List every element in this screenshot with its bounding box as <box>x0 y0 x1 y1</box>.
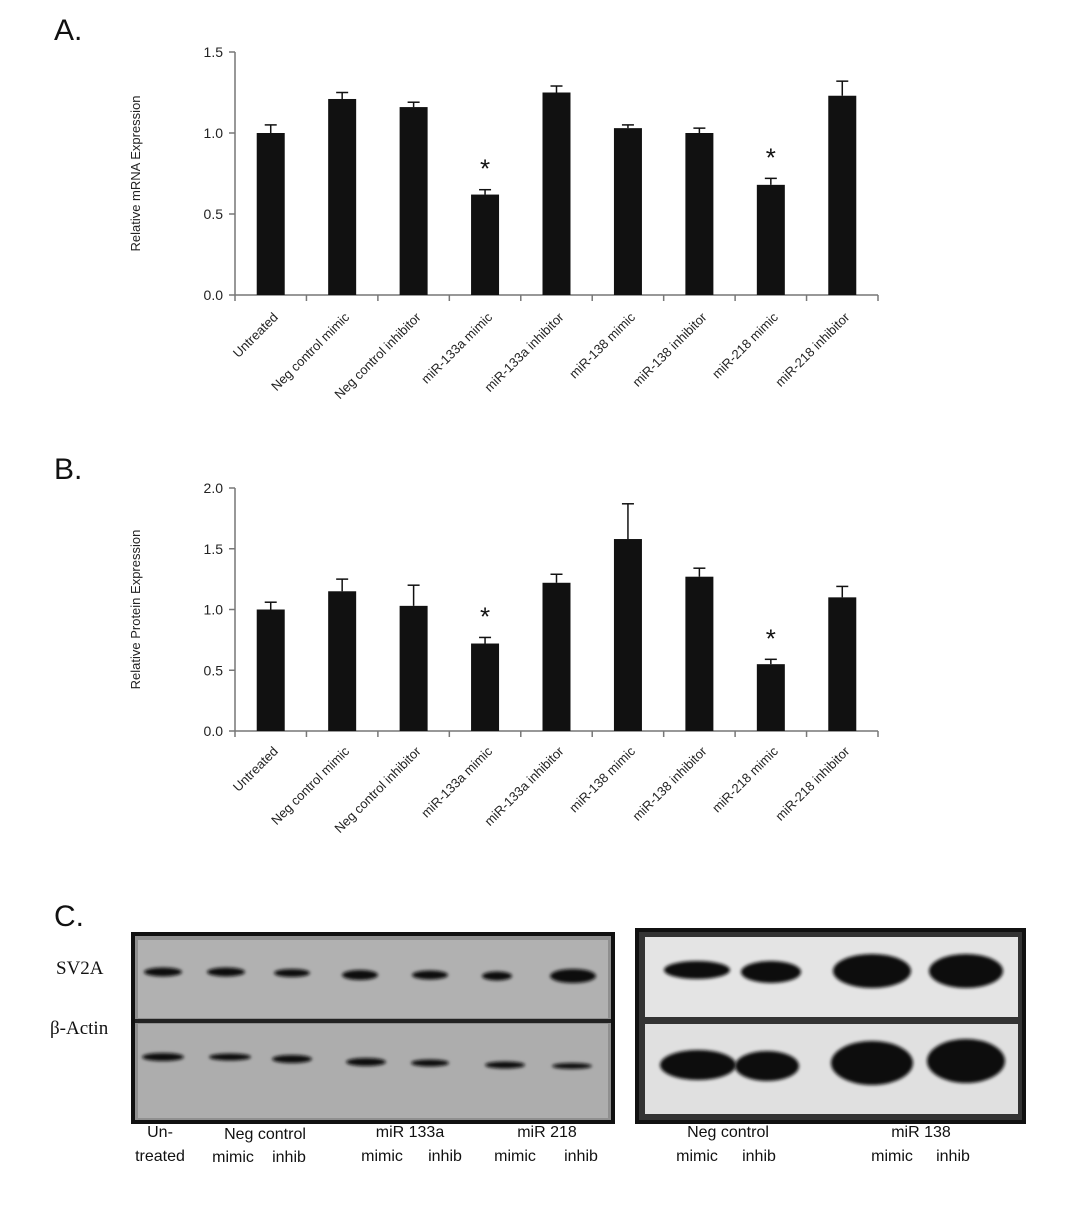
caption-negctrl-inhib: inhib <box>272 1149 306 1166</box>
bar <box>399 605 428 731</box>
bar <box>542 92 571 295</box>
y-tick-label: 1.5 <box>204 541 224 557</box>
y-tick-label: 1.0 <box>204 125 224 141</box>
bar <box>756 184 785 295</box>
bar <box>685 576 714 731</box>
x-tick-label: miR-133a mimic <box>418 743 495 820</box>
actin-band <box>735 1051 799 1081</box>
blot-row-label-actin: β-Actin <box>50 1018 109 1039</box>
y-tick-label: 0.5 <box>204 662 224 678</box>
caption-mir218-top: miR 218 <box>517 1124 577 1141</box>
protein-bar-chart: 0.0 0.5 1.0 1.5 2.0 Relative Protein Expressi… <box>128 480 879 836</box>
y-axis-label: Relative mRNA Expression <box>128 95 143 251</box>
actin-band <box>485 1061 525 1069</box>
actin-band <box>552 1063 592 1069</box>
caption-untreated-top: Un- <box>147 1124 173 1141</box>
caption-right-negctrl-top: Neg control <box>687 1124 769 1141</box>
caption-mir218-inhib: inhib <box>564 1148 598 1165</box>
x-tick-label: miR-133a inhibitor <box>481 743 567 829</box>
sv2a-band <box>274 969 310 977</box>
significance-marker: * <box>766 623 776 653</box>
actin-band <box>142 1053 184 1061</box>
significance-marker: * <box>480 601 490 631</box>
bar <box>542 582 571 731</box>
panel-letter-c: C. <box>54 900 84 933</box>
caption-negctrl-mimic: mimic <box>212 1149 254 1166</box>
x-tick-label: miR-218 inhibitor <box>772 743 853 824</box>
caption-right-mir138-inhib: inhib <box>936 1148 970 1165</box>
caption-mir218-mimic: mimic <box>494 1148 536 1165</box>
sv2a-band <box>833 954 911 988</box>
bar <box>471 643 500 731</box>
caption-mir133a-inhib: inhib <box>428 1148 462 1165</box>
x-tick-label: miR-138 inhibitor <box>629 743 710 824</box>
x-tick-label: miR-218 mimic <box>709 309 781 381</box>
sv2a-band <box>482 971 512 981</box>
x-tick-label: miR-218 inhibitor <box>772 309 853 390</box>
bar <box>613 128 642 295</box>
sv2a-band <box>741 961 801 983</box>
bar <box>685 133 714 295</box>
bar <box>756 664 785 731</box>
sv2a-band <box>412 970 448 980</box>
x-tick-label: miR-133a inhibitor <box>481 309 567 395</box>
caption-untreated-bottom: treated <box>135 1148 185 1165</box>
bar <box>256 609 285 731</box>
actin-band <box>346 1058 386 1066</box>
y-tick-label: 1.0 <box>204 602 224 618</box>
y-tick-label: 2.0 <box>204 480 224 496</box>
y-axis-label: Relative Protein Expression <box>128 530 143 690</box>
bar <box>328 98 357 295</box>
left-blot-actin-strip <box>138 1024 608 1118</box>
x-tick-label: miR-138 mimic <box>566 309 638 381</box>
actin-band <box>660 1050 736 1080</box>
caption-mir133a-top: miR 133a <box>375 1124 445 1141</box>
sv2a-band <box>664 961 730 979</box>
blot-row-label-sv2a: SV2A <box>56 958 104 979</box>
x-tick-label: miR-133a mimic <box>418 309 495 386</box>
western-blot-panel <box>131 928 1026 1124</box>
caption-right-negctrl-mimic: mimic <box>676 1148 718 1165</box>
bar <box>256 133 285 295</box>
bar <box>399 107 428 295</box>
bar <box>613 539 642 731</box>
x-tick-label: Neg control mimic <box>268 309 353 394</box>
actin-band <box>831 1041 913 1085</box>
y-tick-label: 0.5 <box>204 206 224 222</box>
significance-marker: * <box>480 154 490 184</box>
sv2a-band <box>207 967 245 977</box>
bar <box>471 194 500 295</box>
sv2a-band <box>550 969 596 983</box>
x-tick-label: Untreated <box>230 310 281 361</box>
y-tick-label: 0.0 <box>204 287 224 303</box>
sv2a-band <box>144 967 182 977</box>
y-tick-label: 1.5 <box>204 44 224 60</box>
left-blot-sv2a-strip <box>138 940 608 1018</box>
mrna-bar-chart: 0.0 0.5 1.0 1.5 Relative mRNA Expression Untr… <box>128 44 879 402</box>
sv2a-band <box>929 954 1003 988</box>
caption-mir133a-mimic: mimic <box>361 1148 403 1165</box>
x-tick-label: Untreated <box>230 744 281 795</box>
y-tick-label: 0.0 <box>204 723 224 739</box>
actin-band <box>927 1039 1005 1083</box>
x-tick-label: miR-218 mimic <box>709 743 781 815</box>
panel-letter-b: B. <box>54 453 83 486</box>
caption-right-mir138-top: miR 138 <box>891 1124 951 1141</box>
panel-letter-a: A. <box>54 14 83 47</box>
bar <box>828 597 857 731</box>
bar <box>828 95 857 296</box>
sv2a-band <box>342 970 378 980</box>
actin-band <box>209 1053 251 1061</box>
x-tick-label: Neg control mimic <box>268 743 353 828</box>
actin-band <box>411 1059 449 1067</box>
caption-negctrl-top: Neg control <box>224 1126 306 1143</box>
x-tick-label: miR-138 mimic <box>566 743 638 815</box>
caption-right-mir138-mimic: mimic <box>871 1148 913 1165</box>
x-tick-label: miR-138 inhibitor <box>629 309 710 390</box>
bar <box>328 591 357 731</box>
significance-marker: * <box>766 142 776 172</box>
actin-band <box>272 1055 312 1063</box>
caption-right-negctrl-inhib: inhib <box>742 1148 776 1165</box>
